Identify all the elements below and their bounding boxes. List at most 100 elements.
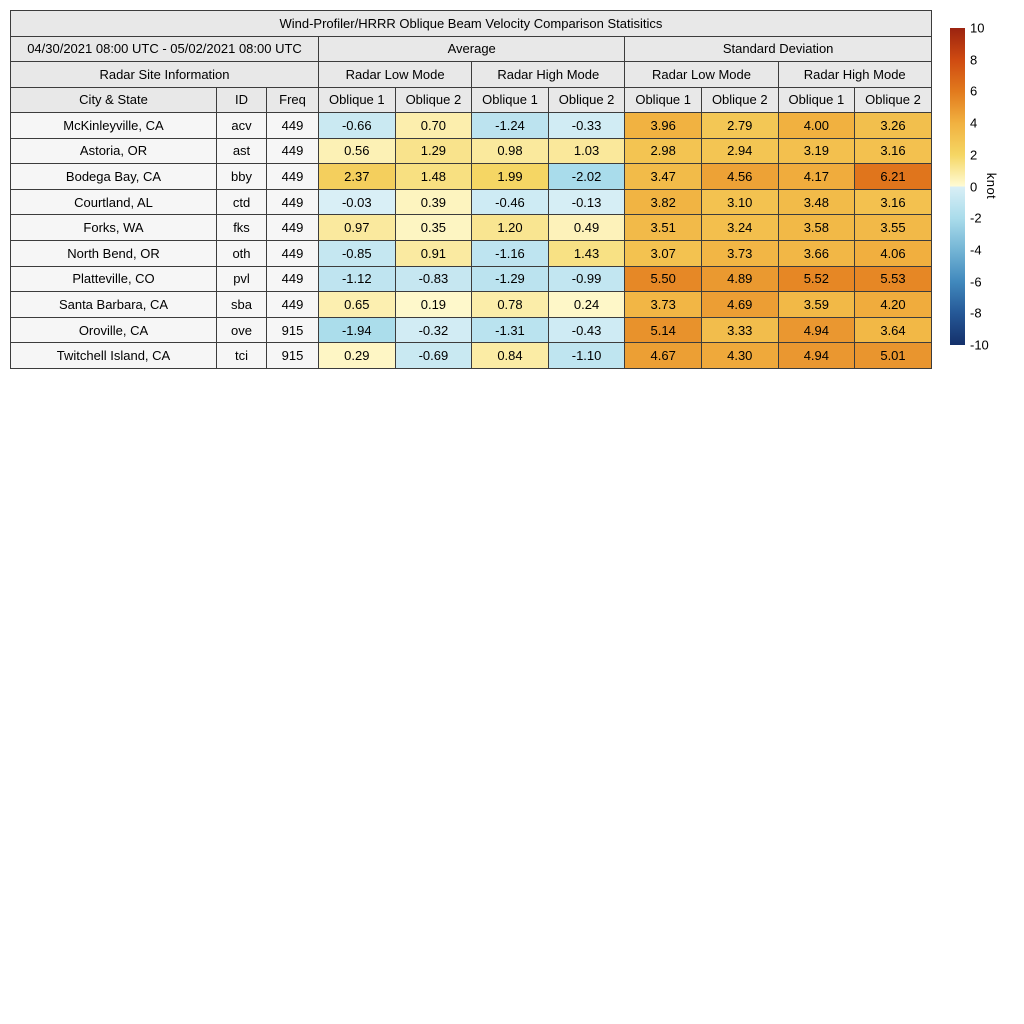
column-header-oblique: Oblique 1 (777, 86, 856, 113)
city-cell: Santa Barbara, CA (10, 291, 217, 318)
value-cell: 1.48 (394, 163, 473, 190)
value-cell: 3.58 (777, 214, 856, 241)
colorbar-tick-label: 2 (970, 147, 978, 163)
value-cell: 3.48 (777, 188, 856, 216)
value-cell: -0.85 (318, 239, 396, 267)
value-cell: -1.12 (318, 265, 396, 293)
freq-cell: 449 (266, 163, 319, 190)
column-header-oblique: Oblique 2 (394, 86, 473, 113)
value-cell: 1.20 (471, 214, 549, 241)
mode-header-avg-high: Radar High Mode (471, 61, 626, 88)
colorbar-unit-label: knot (984, 172, 999, 200)
column-header-oblique: Oblique 1 (624, 86, 702, 113)
date-range-label: 04/30/2021 08:00 UTC - 05/02/2021 08:00 … (10, 35, 319, 62)
value-cell: 0.56 (318, 137, 396, 165)
column-header-city: City & State (10, 86, 217, 113)
value-cell: 5.50 (624, 265, 702, 293)
table-row: Twitchell Island, CA tci 915 0.29 -0.69 0.84-… (10, 342, 932, 369)
colorbar-tick-label: -6 (970, 274, 982, 290)
mode-header-row: Radar Site Information Radar Low Mode Ra… (10, 61, 932, 88)
column-header-oblique: Oblique 2 (547, 86, 626, 113)
column-header-oblique: Oblique 2 (700, 86, 779, 113)
value-cell: 3.33 (700, 316, 779, 344)
value-cell: 1.99 (471, 163, 549, 190)
value-cell: 2.98 (624, 137, 702, 165)
value-cell: 0.19 (394, 291, 473, 318)
id-cell: sba (216, 291, 267, 318)
value-cell: 0.98 (471, 137, 549, 165)
group-header-row: 04/30/2021 08:00 UTC - 05/02/2021 08:00 … (10, 35, 932, 62)
value-cell: 1.03 (547, 137, 626, 165)
table-row: North Bend, OR oth 449 -0.85 0.91 -1.16 1.43 3.… (10, 239, 932, 267)
table-row: Oroville, CA ove 915 -1.94 -0.32 -1.31 -0.43 5.… (10, 316, 932, 344)
value-cell: -1.29 (471, 265, 549, 293)
value-cell: 0.65 (318, 291, 396, 318)
id-cell: oth (216, 239, 267, 267)
value-cell: 0.35 (394, 214, 473, 241)
column-header-row: City & State ID Freq Oblique 1 Oblique 2… (10, 86, 932, 113)
freq-cell: 449 (266, 112, 319, 139)
city-cell: North Bend, OR (10, 239, 217, 267)
value-cell: 4.94 (777, 342, 856, 369)
stats-table: Wind-Profiler/HRRR Oblique Beam Velocity… (10, 10, 932, 369)
id-cell: ast (216, 137, 267, 165)
value-cell: -0.69 (394, 342, 473, 369)
value-cell: -0.46 (471, 188, 549, 216)
value-cell: 1.29 (394, 137, 473, 165)
freq-cell: 449 (266, 214, 319, 241)
value-cell: 5.52 (777, 265, 856, 293)
column-header-id: ID (216, 86, 267, 113)
city-cell: Twitchell Island, CA (10, 342, 217, 369)
value-cell: 4.94 (777, 316, 856, 344)
value-cell: 2.79 (700, 112, 779, 139)
city-cell: Courtland, AL (10, 188, 217, 216)
value-cell: 6.21 (854, 163, 932, 190)
value-cell: 5.53 (854, 265, 932, 293)
value-cell: -1.10 (547, 342, 626, 369)
table-row: Platteville, CO pvl 449 -1.12 -0.83 -1.29 -0.9… (10, 265, 932, 293)
value-cell: 0.49 (547, 214, 626, 241)
city-cell: Forks, WA (10, 214, 217, 241)
value-cell: 3.73 (700, 239, 779, 267)
colorbar-tick-label: -10 (970, 337, 989, 353)
value-cell: -0.33 (547, 112, 626, 139)
value-cell: -0.03 (318, 188, 396, 216)
mode-header-avg-low: Radar Low Mode (317, 61, 473, 88)
value-cell: -1.94 (318, 316, 396, 344)
value-cell: 3.82 (624, 188, 702, 216)
value-cell: -1.31 (471, 316, 549, 344)
table-title: Wind-Profiler/HRRR Oblique Beam Velocity… (10, 10, 932, 37)
value-cell: -0.83 (394, 265, 473, 293)
column-header-oblique: Oblique 2 (854, 86, 932, 113)
colorbar-tick-label: 10 (970, 20, 985, 36)
value-cell: 4.67 (624, 342, 702, 369)
value-cell: 5.14 (624, 316, 702, 344)
value-cell: 4.06 (854, 239, 932, 267)
table-row: Courtland, AL ctd 449 -0.03 0.39 -0.46 -0.13 3.… (10, 188, 932, 216)
value-cell: 5.01 (854, 342, 932, 369)
freq-cell: 449 (266, 188, 319, 216)
value-cell: 3.24 (700, 214, 779, 241)
id-cell: pvl (216, 265, 267, 293)
value-cell: 3.73 (624, 291, 702, 318)
colorbar-tick-label: 6 (970, 83, 978, 99)
colorbar-tick-label: -4 (970, 242, 982, 258)
colorbar-tick-label: -8 (970, 305, 982, 321)
colorbar (950, 28, 965, 345)
value-cell: 4.17 (777, 163, 856, 190)
value-cell: -0.43 (547, 316, 626, 344)
freq-cell: 449 (266, 137, 319, 165)
id-cell: fks (216, 214, 267, 241)
freq-cell: 915 (266, 316, 319, 344)
city-cell: Astoria, OR (10, 137, 217, 165)
value-cell: -0.32 (394, 316, 473, 344)
value-cell: -0.66 (318, 112, 396, 139)
colorbar-tick-label: 8 (970, 52, 978, 68)
value-cell: -1.16 (471, 239, 549, 267)
value-cell: -1.24 (471, 112, 549, 139)
id-cell: ove (216, 316, 267, 344)
value-cell: 3.26 (854, 112, 932, 139)
value-cell: 0.29 (318, 342, 396, 369)
value-cell: 4.30 (700, 342, 779, 369)
